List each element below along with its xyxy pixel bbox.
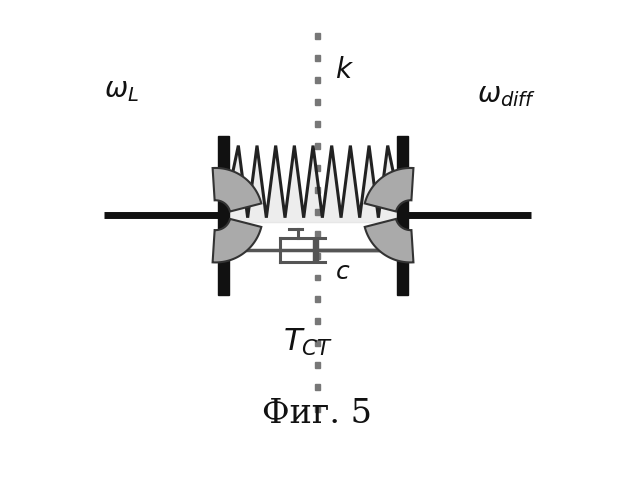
Bar — [314, 165, 321, 171]
Bar — [314, 252, 321, 258]
Bar — [314, 296, 321, 302]
Bar — [314, 384, 321, 390]
Text: $c$: $c$ — [335, 261, 350, 284]
Bar — [312, 239, 318, 261]
Bar — [314, 340, 321, 346]
Bar — [314, 143, 321, 149]
Text: Фиг. 5: Фиг. 5 — [262, 398, 373, 430]
Bar — [314, 406, 321, 412]
Bar — [314, 99, 321, 105]
Bar — [314, 362, 321, 368]
Bar — [314, 121, 321, 127]
Bar — [314, 318, 321, 324]
Text: $T_{CT}$: $T_{CT}$ — [283, 326, 333, 358]
Polygon shape — [229, 146, 397, 222]
Bar — [314, 187, 321, 192]
Bar — [314, 33, 321, 39]
Polygon shape — [364, 168, 413, 212]
Bar — [314, 77, 321, 83]
Bar — [314, 230, 321, 236]
Text: $\omega_{diff}$: $\omega_{diff}$ — [477, 82, 536, 110]
Bar — [218, 136, 229, 294]
Text: $\omega_L$: $\omega_L$ — [104, 78, 138, 104]
Bar — [397, 136, 408, 294]
Polygon shape — [213, 219, 262, 262]
Polygon shape — [364, 219, 413, 262]
Polygon shape — [213, 168, 262, 212]
Text: $k$: $k$ — [335, 58, 354, 84]
Bar — [314, 208, 321, 214]
Bar — [314, 55, 321, 61]
Bar — [314, 274, 321, 280]
